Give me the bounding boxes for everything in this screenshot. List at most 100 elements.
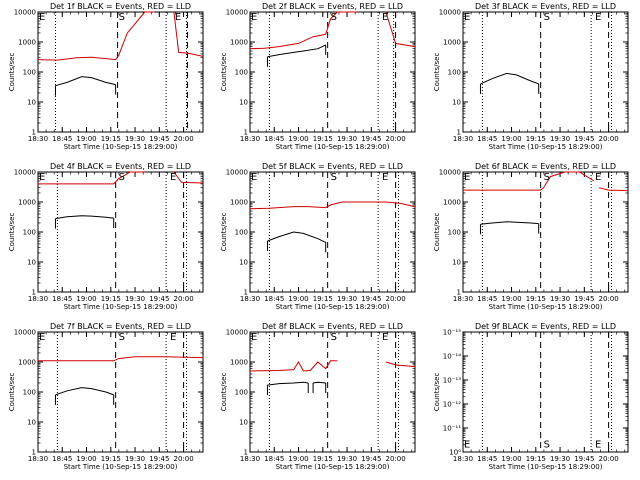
plot-frame bbox=[37, 11, 204, 133]
event-marker-label: E bbox=[251, 332, 257, 343]
y-tick-label: 100 bbox=[235, 389, 248, 397]
y-tick-label: 1 bbox=[32, 129, 36, 137]
plot-frame bbox=[37, 171, 204, 293]
x-tick-label: 18:45 bbox=[264, 135, 284, 143]
plot-frame bbox=[462, 11, 629, 133]
y-tick-label: 10000 bbox=[14, 329, 36, 337]
x-tick-label: 19:15 bbox=[526, 455, 546, 463]
x-tick-label: 18:45 bbox=[477, 295, 497, 303]
y-tick-label: 1 bbox=[244, 289, 248, 297]
series-line bbox=[37, 11, 155, 61]
x-tick-label: 19:15 bbox=[313, 455, 333, 463]
y-tick-label: 1000 bbox=[230, 39, 248, 47]
x-tick-label: 20:00 bbox=[598, 135, 618, 143]
series-line bbox=[385, 11, 416, 48]
y-tick-label: 100 bbox=[235, 229, 248, 237]
series-line bbox=[249, 11, 357, 50]
event-marker-label: E bbox=[595, 12, 601, 23]
y-axis-label: Counts/sec bbox=[220, 53, 228, 92]
y-tick-label: 1000 bbox=[18, 359, 36, 367]
x-tick-label: 18:45 bbox=[264, 295, 284, 303]
series-line bbox=[173, 11, 204, 57]
chart-title: Det 9f BLACK = Events, RED = LLD bbox=[475, 322, 616, 331]
event-marker-label: E bbox=[251, 172, 257, 183]
y-tick-label: 10 bbox=[239, 259, 248, 267]
x-tick-label: 19:00 bbox=[288, 455, 308, 463]
chart-panel-9: Det 9f BLACK = Events, RED = LLD 10⁰ 10⁻¹¹… bbox=[433, 322, 629, 471]
event-marker-label: E bbox=[39, 172, 45, 183]
chart-panel-8: Det 8f BLACK = Events, RED = LLD 1 10 100 10… bbox=[220, 322, 416, 471]
event-marker-label: S bbox=[331, 12, 337, 23]
x-tick-label: 19:15 bbox=[313, 295, 333, 303]
x-tick-label: 20:00 bbox=[598, 455, 618, 463]
plot-frame bbox=[249, 331, 416, 453]
y-tick-label: 100 bbox=[235, 69, 248, 77]
x-tick-label: 18:45 bbox=[477, 455, 497, 463]
event-marker-label: S bbox=[331, 332, 337, 343]
event-marker-label: S bbox=[544, 12, 550, 23]
x-tick-label: 19:15 bbox=[313, 135, 333, 143]
series-line bbox=[313, 381, 326, 384]
y-tick-label: 1000 bbox=[230, 199, 248, 207]
chart-title: Det 1f BLACK = Events, RED = LLD bbox=[50, 2, 191, 11]
x-tick-label: 19:45 bbox=[361, 455, 381, 463]
y-tick-label: 10⁻¹¹ bbox=[443, 425, 461, 433]
y-axis-label: Counts/sec bbox=[220, 213, 228, 252]
x-tick-label: 19:30 bbox=[337, 135, 357, 143]
y-tick-label: 1 bbox=[457, 129, 461, 137]
x-tick-label: 18:45 bbox=[52, 135, 72, 143]
x-tick-label: 18:45 bbox=[477, 135, 497, 143]
x-tick-label: 18:30 bbox=[240, 295, 260, 303]
event-marker-label: E bbox=[464, 12, 470, 23]
y-tick-label: 10000 bbox=[439, 9, 461, 17]
x-tick-label: 19:45 bbox=[574, 295, 594, 303]
y-tick-label: 1 bbox=[457, 289, 461, 297]
chart-title: Det 2f BLACK = Events, RED = LLD bbox=[262, 2, 403, 11]
event-marker-label: E bbox=[39, 12, 45, 23]
y-tick-label: 10 bbox=[452, 99, 461, 107]
y-tick-label: 10000 bbox=[226, 9, 248, 17]
series-line bbox=[55, 215, 114, 220]
x-tick-label: 19:00 bbox=[76, 455, 96, 463]
x-tick-label: 19:15 bbox=[101, 135, 121, 143]
y-tick-label: 10000 bbox=[439, 169, 461, 177]
event-marker-label: E bbox=[382, 172, 388, 183]
series-line bbox=[480, 221, 539, 225]
event-marker-label: E bbox=[251, 12, 257, 23]
x-tick-label: 20:00 bbox=[385, 295, 405, 303]
series-line bbox=[55, 76, 116, 87]
y-tick-label: 10000 bbox=[226, 169, 248, 177]
y-tick-label: 10000 bbox=[226, 329, 248, 337]
x-tick-label: 18:30 bbox=[453, 135, 473, 143]
series-line bbox=[249, 201, 416, 210]
chart-panel-6: Det 6f BLACK = Events, RED = LLD 1 10 100 10… bbox=[433, 162, 629, 311]
x-tick-label: 19:15 bbox=[101, 295, 121, 303]
x-tick-label: 18:30 bbox=[28, 455, 48, 463]
event-marker-label: S bbox=[119, 12, 125, 23]
y-tick-label: 1 bbox=[32, 289, 36, 297]
x-axis-label: Start Time (10-Sep-15 18:29:00) bbox=[489, 143, 603, 151]
plot-frame bbox=[249, 11, 416, 133]
y-axis-label: Counts/sec bbox=[8, 373, 16, 412]
event-marker-label: E bbox=[170, 332, 176, 343]
y-tick-label: 1000 bbox=[443, 199, 461, 207]
x-tick-label: 18:45 bbox=[52, 455, 72, 463]
series-line bbox=[480, 72, 539, 85]
x-axis-label: Start Time (10-Sep-15 18:29:00) bbox=[489, 303, 603, 311]
event-marker-label: S bbox=[544, 440, 550, 451]
y-tick-label: 10⁰ bbox=[449, 449, 461, 457]
series-line bbox=[385, 361, 416, 368]
chart-panel-2: Det 2f BLACK = Events, RED = LLD 1 10 100 10… bbox=[220, 2, 416, 151]
y-tick-label: 10 bbox=[27, 419, 36, 427]
x-axis-label: Start Time (10-Sep-15 18:29:00) bbox=[276, 143, 390, 151]
y-tick-label: 100 bbox=[448, 69, 461, 77]
chart-title: Det 7f BLACK = Events, RED = LLD bbox=[50, 322, 191, 331]
y-axis-label: Counts/sec bbox=[8, 213, 16, 252]
x-tick-label: 19:00 bbox=[288, 135, 308, 143]
chart-panel-1: Det 1f BLACK = Events, RED = LLD 1 10 100 10… bbox=[8, 2, 204, 151]
x-tick-label: 18:30 bbox=[240, 135, 260, 143]
event-marker-label: S bbox=[331, 172, 337, 183]
y-tick-label: 10⁻¹⁴ bbox=[443, 353, 461, 361]
x-tick-label: 18:45 bbox=[264, 455, 284, 463]
x-tick-label: 19:30 bbox=[125, 135, 145, 143]
